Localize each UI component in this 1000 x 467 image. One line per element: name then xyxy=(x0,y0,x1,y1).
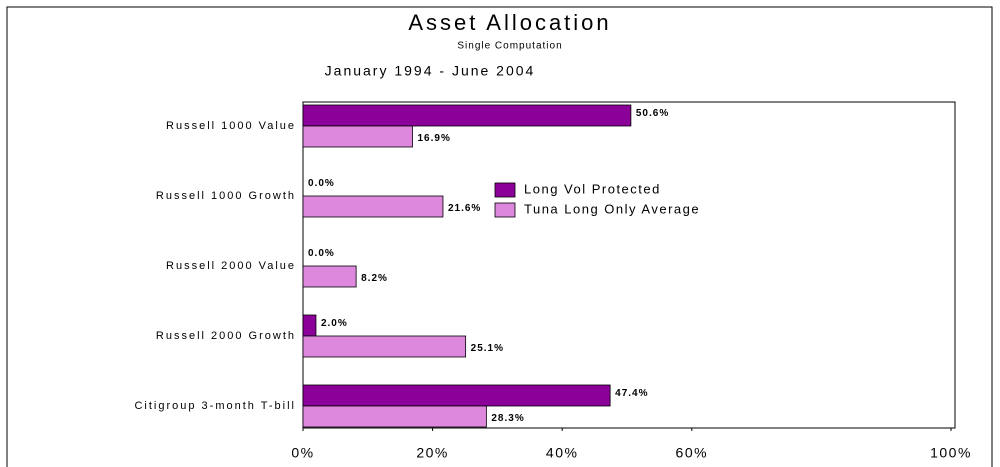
x-tick-label: 0% xyxy=(291,445,314,461)
plot-area xyxy=(302,101,956,429)
value-label: 2.0% xyxy=(321,318,348,329)
bar xyxy=(302,125,413,148)
date-range: January 1994 - June 2004 xyxy=(325,63,536,79)
x-tick-label: 40% xyxy=(546,445,579,461)
value-label: 25.1% xyxy=(471,343,504,354)
bar xyxy=(302,195,444,218)
value-label: 0.0% xyxy=(308,248,335,259)
bar xyxy=(302,314,317,337)
chart-subtitle: Single Computation xyxy=(457,41,562,52)
frame xyxy=(6,6,993,467)
category-label: Russell 1000 Value xyxy=(166,120,296,132)
chart-title: Asset Allocation xyxy=(408,10,611,35)
legend-label: Long Vol Protected xyxy=(524,181,661,196)
bar xyxy=(302,405,487,428)
category-label: Russell 2000 Growth xyxy=(156,330,296,342)
category-label: Russell 2000 Value xyxy=(166,260,296,272)
bar xyxy=(302,384,611,407)
value-label: 21.6% xyxy=(448,203,481,214)
value-label: 47.4% xyxy=(615,388,648,399)
bar xyxy=(302,335,467,358)
x-tick-label: 100% xyxy=(930,445,972,461)
bar xyxy=(302,265,357,288)
value-label: 0.0% xyxy=(308,178,335,189)
legend-swatch xyxy=(494,182,516,198)
x-tick-label: 60% xyxy=(676,445,709,461)
value-label: 28.3% xyxy=(491,413,524,424)
legend-label: Tuna Long Only Average xyxy=(524,201,700,216)
value-label: 8.2% xyxy=(361,273,388,284)
value-label: 50.6% xyxy=(636,108,669,119)
category-label: Citigroup 3-month T-bill xyxy=(134,400,296,412)
bar xyxy=(302,104,632,127)
value-label: 16.9% xyxy=(418,133,451,144)
category-label: Russell 1000 Growth xyxy=(156,190,296,202)
legend-swatch xyxy=(494,202,516,218)
x-tick-label: 20% xyxy=(416,445,449,461)
